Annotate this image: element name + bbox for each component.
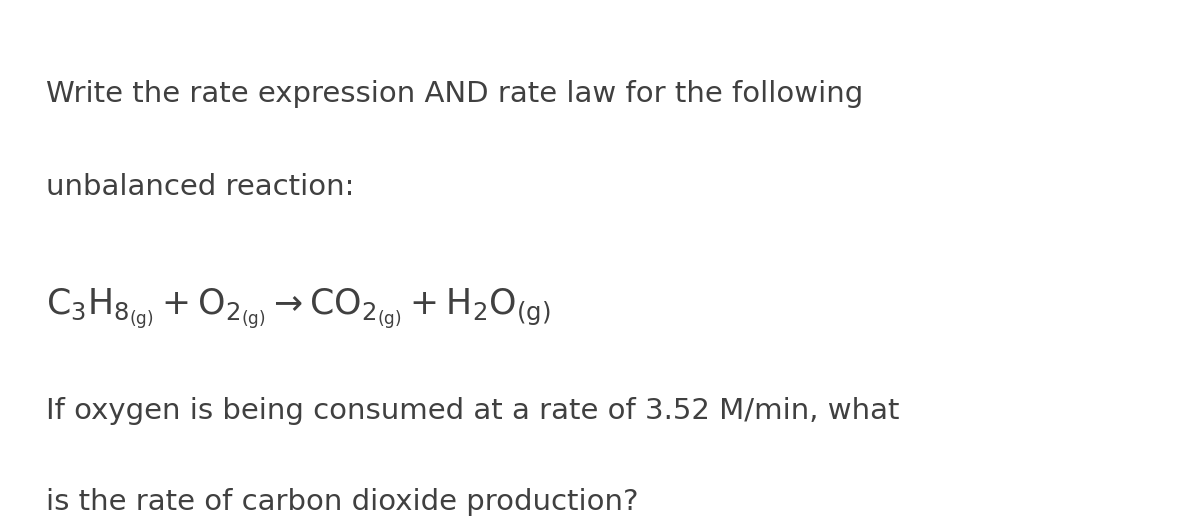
Text: unbalanced reaction:: unbalanced reaction: [46, 173, 354, 201]
Text: If oxygen is being consumed at a rate of 3.52 M/min, what: If oxygen is being consumed at a rate of… [46, 397, 899, 425]
Text: $\rm C_3H_{8_{(g)}} + O_{2_{(g)}} \rightarrow CO_{2_{(g)}} + H_2O_{(g)}$: $\rm C_3H_{8_{(g)}} + O_{2_{(g)}} \right… [46, 286, 551, 331]
Text: is the rate of carbon dioxide production?: is the rate of carbon dioxide production… [46, 488, 638, 515]
Text: Write the rate expression AND rate law for the following: Write the rate expression AND rate law f… [46, 80, 863, 108]
